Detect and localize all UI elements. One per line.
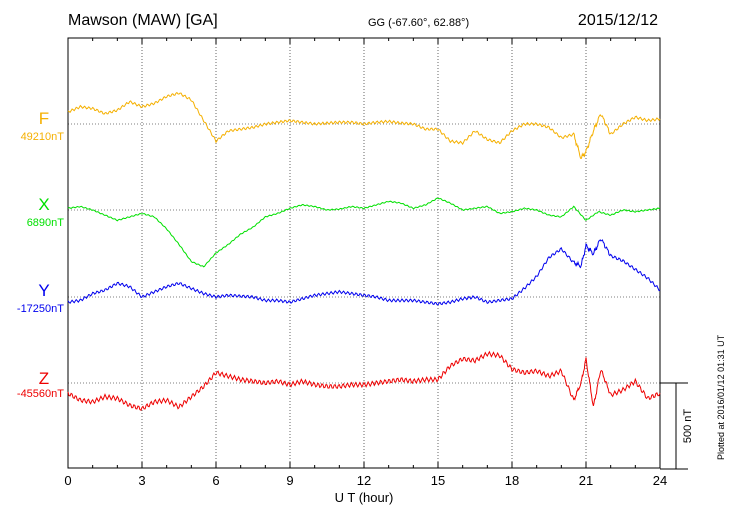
series-line-Z <box>67 350 661 411</box>
tick-label-3: 3 <box>138 473 145 488</box>
tick-label-9: 9 <box>286 473 293 488</box>
grid-lines <box>141 38 587 468</box>
series-baseline-F: 49210nT <box>21 131 65 143</box>
series-line-X <box>67 197 661 268</box>
x-axis-ticks: 0 3 6 9 12 15 18 21 24 <box>64 38 667 488</box>
scale-bar-label: 500 nT <box>682 409 694 444</box>
tick-label-18: 18 <box>505 473 519 488</box>
scale-bar: 500 nT <box>660 382 694 470</box>
series-line-F <box>67 91 661 159</box>
series-lines <box>67 91 661 411</box>
tick-label-24: 24 <box>653 473 667 488</box>
series-baseline-X: 6890nT <box>27 217 65 229</box>
series-baseline-Z: -45560nT <box>17 388 64 400</box>
series-baseline-Y: -17250nT <box>17 303 64 315</box>
series-name-X: X <box>38 195 49 214</box>
series-name-F: F <box>39 109 49 128</box>
geographic-coordinates: GG (-67.60°, 62.88°) <box>368 17 470 29</box>
tick-label-6: 6 <box>212 473 219 488</box>
x-axis-title: U T (hour) <box>335 490 394 505</box>
plotted-timestamp: Plotted at 2016/01/12 01:31 UT <box>716 334 726 460</box>
tick-label-21: 21 <box>579 473 593 488</box>
series-line-Y <box>67 239 661 306</box>
tick-label-0: 0 <box>64 473 71 488</box>
plot-date: 2015/12/12 <box>577 12 658 29</box>
tick-label-12: 12 <box>357 473 371 488</box>
station-title: Mawson (MAW) [GA] <box>68 12 218 29</box>
series-name-Z: Z <box>39 369 49 388</box>
tick-label-15: 15 <box>431 473 445 488</box>
series-name-Y: Y <box>38 281 49 300</box>
series-labels: F 49210nT X 6890nT Y -17250nT Z-45560nT <box>17 109 64 400</box>
